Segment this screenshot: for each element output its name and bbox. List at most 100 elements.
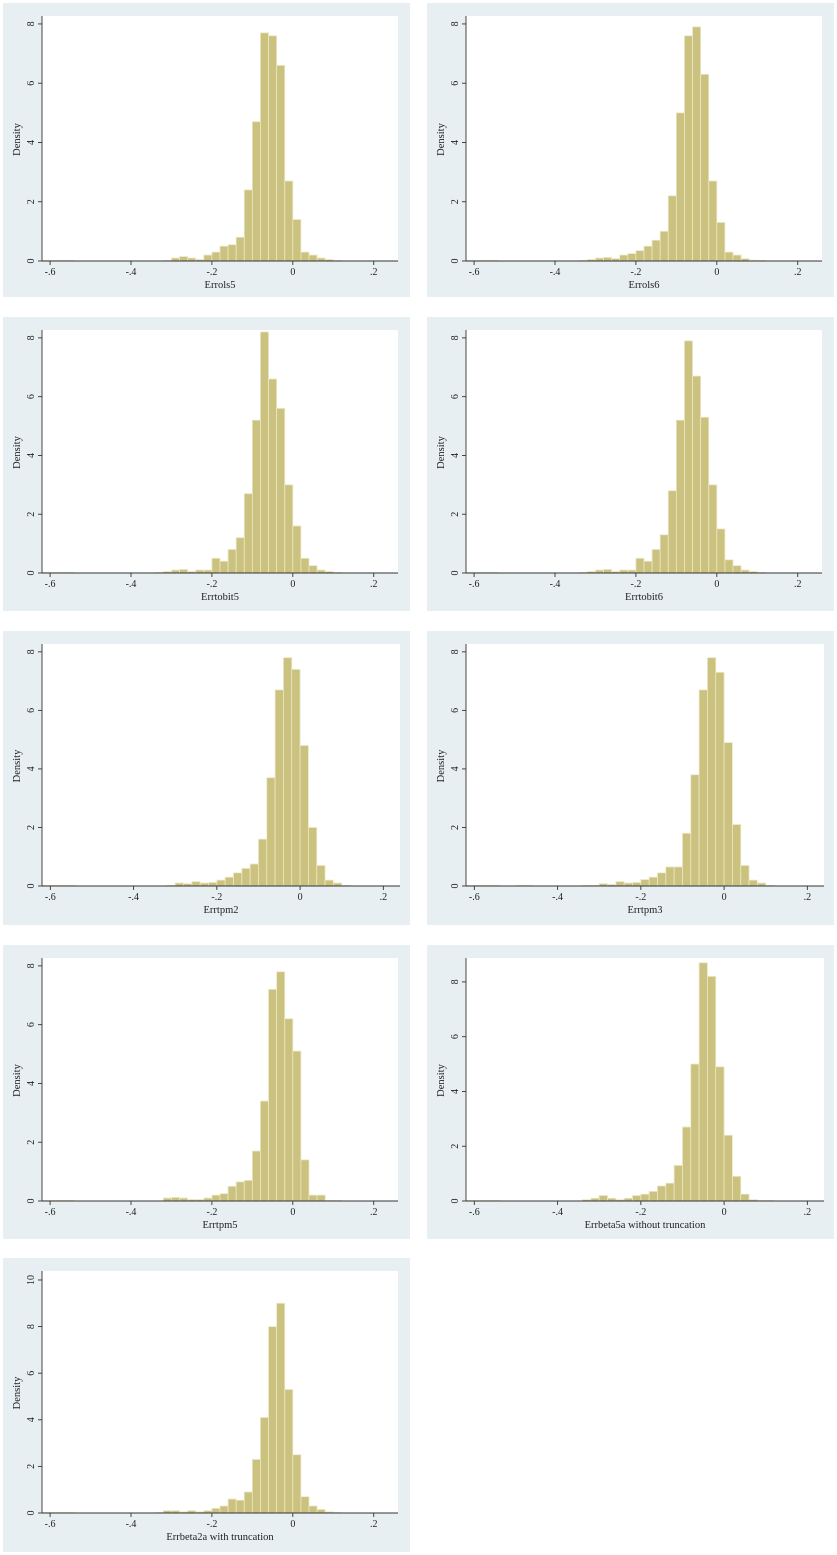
histogram-bar: [732, 254, 742, 262]
histogram-bar: [291, 669, 301, 887]
y-tick-label: 2: [450, 199, 461, 204]
histogram-bar: [299, 745, 309, 887]
histogram-bar: [300, 1496, 310, 1514]
histogram-bar: [283, 657, 293, 887]
histogram-bar: [268, 378, 278, 574]
x-tick-label: 0: [714, 267, 719, 278]
histogram-bar: [698, 689, 708, 887]
y-tick-label: 0: [450, 259, 461, 264]
x-tick-label: -.2: [206, 579, 217, 590]
histogram-bar: [284, 1389, 294, 1514]
histogram-bar: [732, 1175, 742, 1202]
y-axis-title: Density: [12, 1063, 23, 1096]
histogram-bar: [732, 565, 742, 574]
histogram-8: -.6 -.4 -.2 0 .2 0 2 4 6 8 Errbeta5a without trunc…: [436, 958, 824, 1231]
histogram-bar: [667, 195, 677, 262]
x-tick-label: 0: [290, 267, 295, 278]
histogram-bar: [219, 1193, 229, 1202]
histogram-bar: [715, 1066, 725, 1202]
histogram-bar: [235, 1499, 245, 1514]
y-tick-label: 6: [26, 394, 37, 399]
histogram-bar: [308, 254, 318, 262]
histogram-bar: [260, 1100, 269, 1202]
histogram-bar: [227, 244, 237, 262]
y-tick-label: 4: [450, 140, 461, 145]
histogram-bar: [227, 1498, 237, 1514]
x-tick-label: .2: [380, 892, 388, 903]
y-tick-label: 4: [26, 140, 37, 145]
histogram-bar: [191, 881, 201, 887]
y-tick-label: 4: [450, 453, 461, 458]
x-tick-label: -.6: [45, 892, 56, 903]
plot-area: [466, 16, 822, 261]
x-tick-label: -.6: [469, 267, 480, 278]
x-tick-label: -.6: [45, 1519, 56, 1530]
x-axis-title: Errtpm5: [203, 1220, 238, 1231]
histogram-bar: [300, 251, 310, 262]
x-axis-title: Errtpm3: [628, 905, 663, 916]
x-tick-label: -.4: [552, 892, 563, 903]
histogram-bar: [667, 490, 677, 574]
plot-area: [42, 16, 398, 261]
histogram-bar: [690, 1063, 700, 1202]
x-tick-label: -.4: [550, 267, 561, 278]
y-axis-title: Density: [12, 749, 23, 782]
x-tick-label: -.6: [469, 579, 480, 590]
y-tick-label: 2: [26, 512, 37, 517]
histogram-bar: [700, 416, 710, 574]
chart-panel-3: -.6 -.4 -.2 0 .2 0 2 4 6 8 Errtobit5 Density: [3, 317, 410, 611]
y-tick-label: 8: [26, 335, 37, 340]
x-tick-label: -.2: [206, 1207, 217, 1218]
x-tick-label: .2: [794, 267, 802, 278]
y-tick-label: 8: [26, 21, 37, 26]
histogram-bar: [258, 838, 268, 887]
histogram-bar: [675, 419, 685, 574]
y-tick-label: 4: [26, 1417, 37, 1422]
histogram-bar: [179, 256, 189, 262]
x-tick-label: -.4: [550, 579, 561, 590]
x-tick-label: -.6: [45, 267, 56, 278]
histogram-bar: [651, 549, 661, 574]
histogram-bar: [308, 827, 318, 887]
histogram-bar: [324, 879, 334, 887]
y-tick-label: 0: [450, 571, 461, 576]
x-tick-label: -.2: [211, 892, 222, 903]
histogram-bar: [682, 1126, 692, 1202]
histogram-bar: [243, 1180, 253, 1202]
histogram-bar: [648, 876, 658, 887]
histogram-bar: [268, 35, 278, 262]
histogram-bar: [707, 976, 717, 1202]
histogram-bar: [692, 26, 702, 262]
histogram-bar: [643, 560, 653, 574]
x-tick-label: -.6: [45, 579, 56, 590]
y-tick-label: 6: [450, 81, 461, 86]
y-tick-label: 4: [26, 766, 37, 771]
histogram-bar: [603, 257, 613, 262]
histogram-bar: [268, 1326, 278, 1514]
x-tick-label: 0: [722, 892, 727, 903]
histogram-bar: [260, 331, 269, 574]
histogram-bar: [740, 865, 750, 887]
y-tick-label: 8: [450, 649, 461, 654]
histogram-bar: [675, 112, 685, 262]
histogram-bar: [651, 239, 661, 262]
x-tick-label: .2: [804, 892, 812, 903]
histogram-bar: [274, 689, 284, 887]
chart-panel-1: -.6 -.4 -.2 0 .2 0 2 4 6 8 Errols5 Density: [3, 3, 410, 297]
histogram-bar: [684, 35, 693, 262]
histogram-bar: [284, 180, 294, 262]
x-tick-label: 0: [290, 1207, 295, 1218]
histogram-bar: [740, 1193, 750, 1202]
histogram-bar: [292, 1050, 302, 1202]
histogram-bar: [635, 250, 645, 262]
y-tick-label: 2: [26, 1464, 37, 1469]
histogram-bar: [249, 863, 259, 887]
y-tick-label: 2: [450, 1144, 461, 1149]
chart-panel-8: -.6 -.4 -.2 0 .2 0 2 4 6 8 Errbeta5a without trunc…: [427, 945, 834, 1239]
histogram-bar: [716, 222, 726, 262]
x-tick-label: .2: [804, 1207, 812, 1218]
histogram-bar: [724, 559, 734, 574]
y-tick-label: 4: [450, 1089, 461, 1094]
histogram-bar: [300, 557, 310, 574]
y-tick-label: 2: [26, 199, 37, 204]
